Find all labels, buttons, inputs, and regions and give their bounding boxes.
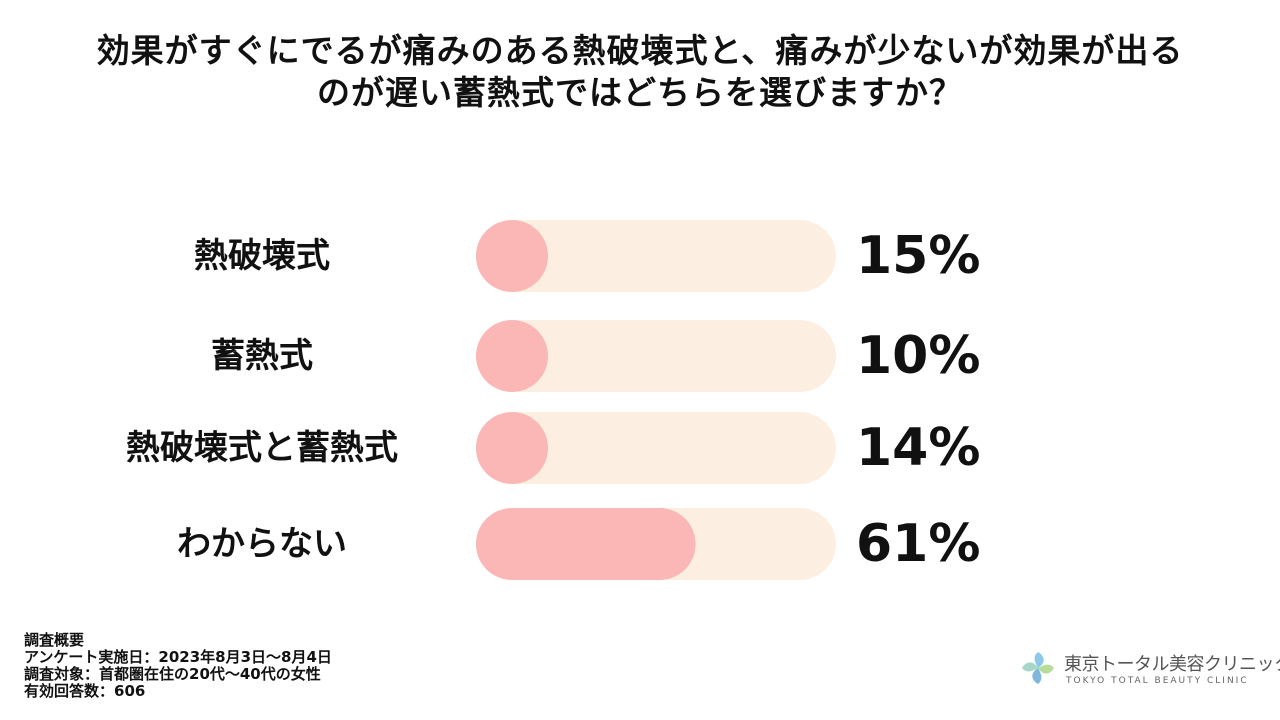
category-label: 蓄熱式	[211, 336, 313, 376]
bar-track	[476, 412, 836, 484]
bar	[476, 412, 548, 484]
chart-title-line-1: 効果がすぐにでるが痛みのある熱破壊式と、痛みが少ないが効果が出る	[96, 31, 1184, 70]
value-label: 15%	[856, 226, 980, 286]
value-label: 14%	[856, 418, 980, 478]
logo-name-en: TOKYO TOTAL BEAUTY CLINIC	[1066, 676, 1249, 686]
category-label: 熱破壊式	[194, 236, 330, 276]
category-label: わからない	[177, 524, 347, 564]
chart-title-line-2: のが遅い蓄熱式ではどちらを選びますか？	[317, 73, 963, 112]
bar-row: わからない 61%	[177, 508, 980, 580]
value-label: 61%	[856, 514, 980, 574]
bar	[476, 508, 696, 580]
survey-summary: 調査概要 アンケート実施日：2023年8月3日～8月4日 調査対象：首都圏在住の…	[24, 632, 332, 700]
survey-target: 調査対象：首都圏在住の20代～40代の女性	[24, 665, 321, 683]
bar	[476, 220, 548, 292]
bar-track	[476, 320, 836, 392]
logo-name-jp: 東京トータル美容クリニック	[1064, 654, 1280, 675]
category-label: 熱破壊式と蓄熱式	[126, 428, 398, 468]
bar-row: 蓄熱式 10%	[211, 320, 980, 392]
survey-heading: 調査概要	[24, 631, 85, 649]
leaf-ring-logo-icon	[1022, 652, 1054, 684]
survey-date: アンケート実施日：2023年8月3日～8月4日	[24, 648, 332, 666]
bar-row: 熱破壊式 15%	[194, 220, 980, 292]
bar-chart: 熱破壊式 15% 蓄熱式 10% 熱破壊式と蓄熱式 14% わからない 61%	[126, 220, 980, 580]
bar	[476, 320, 548, 392]
bar-row: 熱破壊式と蓄熱式 14%	[126, 412, 980, 484]
clinic-logo: 東京トータル美容クリニック TOKYO TOTAL BEAUTY CLINIC	[1018, 646, 1280, 690]
value-label: 10%	[856, 326, 980, 386]
bar-track	[476, 220, 836, 292]
survey-responses: 有効回答数：606	[24, 682, 146, 700]
chart-title: 効果がすぐにでるが痛みのある熱破壊式と、痛みが少ないが効果が出る のが遅い蓄熱式…	[0, 30, 1280, 114]
